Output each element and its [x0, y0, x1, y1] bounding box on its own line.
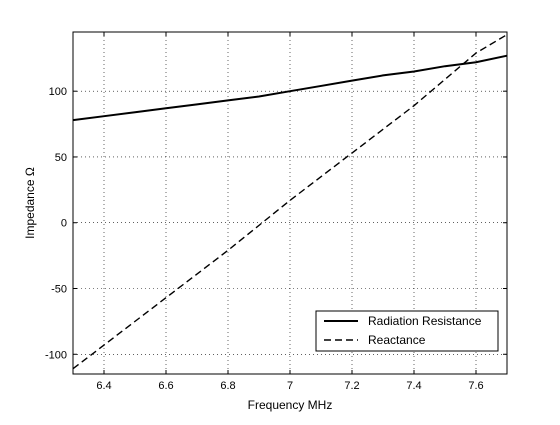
legend-label: Radiation Resistance	[368, 314, 482, 328]
series-group	[72, 34, 508, 370]
y-axis-label: Impedance Ω	[23, 167, 37, 239]
series-line-radiation-resistance	[72, 54, 508, 122]
y-tick-label: 50	[55, 152, 67, 164]
x-tick-label: 6.6	[158, 380, 173, 392]
series-line-reactance	[72, 34, 508, 370]
x-tick-label: 7.2	[344, 380, 359, 392]
y-tick-label: 0	[61, 218, 67, 230]
legend: Radiation Resistance Reactance	[315, 310, 499, 352]
x-axis-label: Frequency MHz	[248, 398, 333, 412]
legend-box	[315, 310, 499, 352]
y-tick-label: -100	[45, 349, 67, 361]
y-tick-label: -50	[51, 284, 67, 296]
ticks: 6.4 6.6 6.8 7 7.2 7.4 7.6 100 50 0 -50 -100	[45, 32, 507, 392]
x-tick-label: 7	[287, 380, 293, 392]
x-tick-label: 7.4	[406, 380, 421, 392]
legend-label: Reactance	[368, 333, 426, 347]
x-tick-label: 6.4	[96, 380, 111, 392]
x-tick-label: 6.8	[220, 380, 235, 392]
y-tick-label: 100	[49, 86, 67, 98]
x-tick-label: 7.6	[468, 380, 483, 392]
